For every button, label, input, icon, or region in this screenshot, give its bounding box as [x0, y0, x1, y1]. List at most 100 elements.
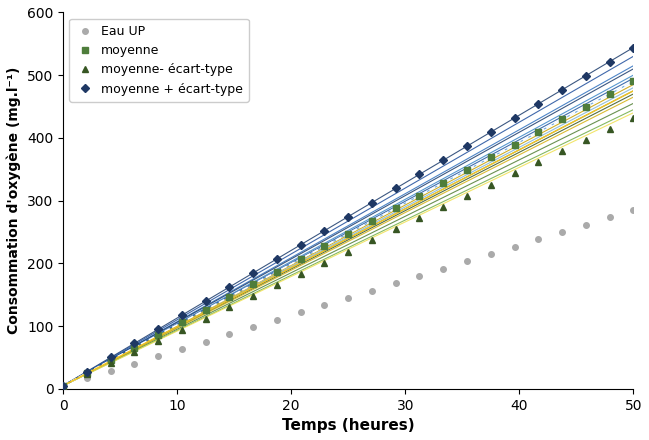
Eau UP: [415, 273, 423, 279]
moyenne: [439, 180, 447, 186]
Eau UP: [630, 207, 637, 213]
moyenne + écart-type: [511, 115, 519, 121]
moyenne + écart-type: [606, 59, 613, 64]
moyenne: [130, 345, 138, 350]
moyenne: [630, 79, 637, 84]
moyenne- écart-type: [368, 238, 376, 243]
moyenne- écart-type: [297, 271, 304, 277]
moyenne + écart-type: [178, 312, 186, 318]
moyenne- écart-type: [582, 137, 590, 143]
moyenne- écart-type: [345, 249, 352, 254]
moyenne: [297, 256, 304, 261]
Line: Eau UP: Eau UP: [60, 207, 636, 389]
Eau UP: [558, 229, 566, 235]
moyenne: [534, 129, 542, 135]
Eau UP: [106, 368, 114, 374]
moyenne- écart-type: [463, 193, 471, 198]
moyenne + écart-type: [582, 73, 590, 78]
moyenne: [273, 269, 281, 274]
moyenne- écart-type: [178, 327, 186, 332]
moyenne: [606, 92, 613, 97]
moyenne + écart-type: [273, 256, 281, 261]
Eau UP: [178, 346, 186, 352]
X-axis label: Temps (heures): Temps (heures): [282, 418, 415, 433]
moyenne- écart-type: [415, 216, 423, 221]
moyenne: [368, 218, 376, 224]
Eau UP: [225, 332, 233, 337]
Eau UP: [368, 288, 376, 293]
Eau UP: [439, 266, 447, 271]
Eau UP: [321, 303, 328, 308]
moyenne- écart-type: [249, 293, 257, 299]
Eau UP: [273, 317, 281, 323]
Eau UP: [392, 281, 400, 286]
moyenne- écart-type: [606, 126, 613, 131]
moyenne: [558, 117, 566, 122]
moyenne + écart-type: [345, 214, 352, 219]
moyenne: [487, 155, 495, 160]
moyenne + écart-type: [463, 143, 471, 149]
moyenne + écart-type: [106, 355, 114, 360]
moyenne + écart-type: [83, 369, 91, 374]
Eau UP: [487, 251, 495, 257]
moyenne- écart-type: [487, 182, 495, 187]
moyenne- écart-type: [392, 227, 400, 232]
moyenne + écart-type: [321, 228, 328, 233]
moyenne: [106, 358, 114, 363]
moyenne + écart-type: [297, 242, 304, 247]
moyenne + écart-type: [392, 186, 400, 191]
moyenne: [415, 193, 423, 198]
moyenne + écart-type: [249, 270, 257, 275]
moyenne- écart-type: [59, 383, 67, 388]
Eau UP: [130, 361, 138, 367]
moyenne- écart-type: [534, 160, 542, 165]
moyenne: [59, 383, 67, 388]
moyenne- écart-type: [273, 282, 281, 288]
Y-axis label: Consommation d'oxygène (mg.l⁻¹): Consommation d'oxygène (mg.l⁻¹): [7, 67, 21, 334]
moyenne + écart-type: [534, 101, 542, 106]
moyenne: [511, 142, 519, 147]
moyenne: [345, 231, 352, 236]
Eau UP: [83, 376, 91, 381]
moyenne + écart-type: [368, 200, 376, 205]
Line: moyenne + écart-type: moyenne + écart-type: [60, 45, 636, 389]
Eau UP: [463, 259, 471, 264]
moyenne- écart-type: [83, 372, 91, 377]
Eau UP: [297, 310, 304, 315]
moyenne + écart-type: [59, 383, 67, 388]
moyenne- écart-type: [202, 316, 210, 321]
moyenne + écart-type: [630, 45, 637, 50]
moyenne- écart-type: [558, 148, 566, 154]
moyenne: [225, 294, 233, 300]
moyenne: [178, 319, 186, 325]
moyenne- écart-type: [439, 204, 447, 209]
moyenne + écart-type: [558, 87, 566, 92]
moyenne: [202, 307, 210, 312]
moyenne: [321, 244, 328, 249]
moyenne- écart-type: [106, 361, 114, 366]
moyenne: [463, 168, 471, 173]
moyenne + écart-type: [487, 129, 495, 135]
Eau UP: [59, 383, 67, 388]
Line: moyenne: moyenne: [60, 79, 636, 389]
moyenne- écart-type: [130, 349, 138, 355]
moyenne: [249, 282, 257, 287]
Eau UP: [249, 324, 257, 330]
moyenne + écart-type: [154, 326, 162, 332]
Eau UP: [582, 222, 590, 227]
moyenne- écart-type: [225, 305, 233, 310]
moyenne: [154, 332, 162, 337]
Eau UP: [154, 354, 162, 359]
Eau UP: [511, 244, 519, 249]
moyenne: [582, 104, 590, 110]
Eau UP: [606, 215, 613, 220]
Eau UP: [202, 339, 210, 345]
moyenne + écart-type: [415, 172, 423, 177]
moyenne- écart-type: [630, 115, 637, 120]
Eau UP: [534, 237, 542, 242]
moyenne + écart-type: [439, 158, 447, 163]
Eau UP: [345, 295, 352, 301]
moyenne + écart-type: [225, 284, 233, 290]
moyenne: [392, 205, 400, 211]
moyenne: [83, 370, 91, 376]
